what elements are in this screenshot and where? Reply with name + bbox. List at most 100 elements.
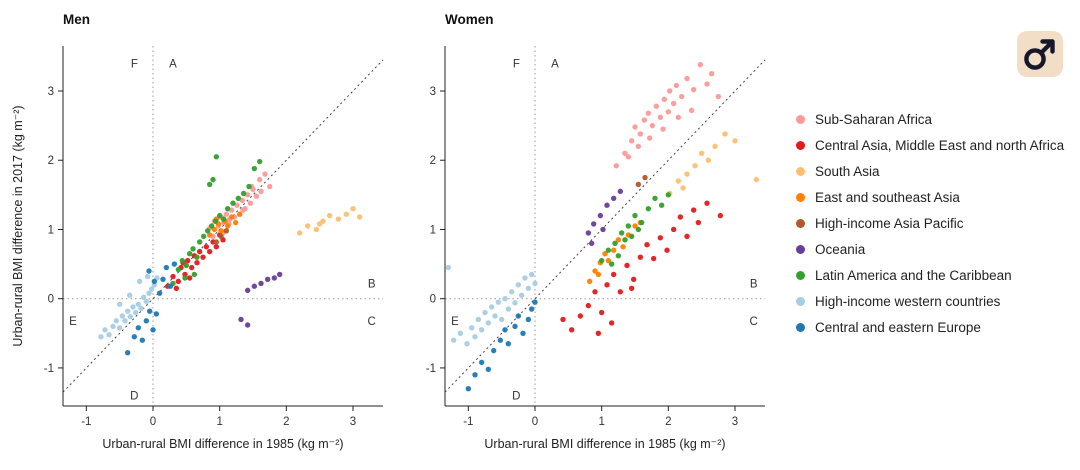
legend-item: High-income western countries [796, 288, 1064, 314]
data-point [465, 385, 472, 392]
data-point [228, 214, 235, 220]
data-point [220, 216, 227, 222]
data-point [684, 75, 690, 82]
x-tick-label: -1 [81, 416, 91, 428]
legend-label: Sub-Saharan Africa [815, 111, 933, 127]
data-point [140, 294, 147, 301]
data-point [478, 359, 485, 366]
quadrant-label-e: E [69, 316, 77, 328]
male-gender-icon-button[interactable] [1016, 30, 1064, 78]
y-tick-label: 0 [430, 294, 436, 306]
data-point [617, 188, 624, 195]
data-point [512, 323, 518, 330]
data-point [495, 299, 502, 305]
legend-item: High-income Asia Pacific [796, 210, 1064, 236]
data-point [605, 247, 612, 253]
data-point [665, 192, 672, 198]
data-point [175, 266, 182, 273]
data-point [194, 254, 200, 260]
data-point [678, 93, 685, 100]
data-point [216, 212, 223, 219]
legend-label: High-income western countries [815, 293, 1001, 309]
data-point [677, 214, 684, 220]
male-symbol-icon [1017, 31, 1063, 77]
data-point [213, 239, 220, 245]
data-point [184, 257, 191, 264]
data-point [705, 157, 712, 163]
data-point [116, 325, 123, 331]
data-point [196, 248, 203, 255]
legend-dot-icon [796, 140, 805, 150]
data-point [210, 176, 216, 183]
data-point [206, 248, 213, 255]
x-tick-label: -1 [463, 416, 473, 428]
data-point [520, 330, 526, 337]
quadrant-label-f: F [513, 58, 520, 70]
data-point [457, 330, 464, 337]
data-point [98, 334, 104, 340]
data-point [690, 207, 697, 213]
legend-label: Oceania [815, 241, 866, 257]
data-point [632, 124, 638, 130]
data-point [650, 255, 657, 262]
legend-label: South Asia [815, 163, 880, 179]
y-tick-label: 1 [430, 224, 436, 236]
x-axis-label: Urban-rural BMI difference in 1985 (kg m… [102, 437, 343, 451]
data-point [598, 309, 605, 316]
data-point [316, 221, 323, 227]
data-point [218, 233, 224, 240]
data-point [213, 244, 220, 250]
data-point [522, 275, 528, 281]
data-point [642, 174, 648, 181]
data-point [234, 202, 240, 208]
data-point [183, 262, 190, 269]
data-point [637, 131, 644, 137]
data-point [116, 301, 123, 307]
x-tick-label: 0 [150, 416, 156, 428]
data-point [613, 163, 620, 169]
data-point [612, 240, 618, 247]
data-point [146, 268, 152, 274]
data-point [240, 190, 247, 197]
data-point [622, 150, 628, 157]
data-point [697, 61, 704, 68]
data-point [652, 195, 658, 202]
data-point [688, 107, 695, 114]
x-axis-label: Urban-rural BMI difference in 1985 (kg m… [484, 437, 725, 451]
data-point [704, 81, 710, 87]
data-point [658, 202, 665, 208]
data-point [635, 226, 642, 233]
legend-item: Central Asia, Middle East and north Afri… [796, 132, 1064, 158]
data-point [600, 226, 606, 233]
legend-dot-icon [796, 192, 805, 202]
data-point [653, 103, 660, 109]
data-point [532, 280, 538, 287]
quadrant-label-d: D [512, 391, 520, 403]
legend-label: High-income Asia Pacific [815, 215, 964, 231]
data-point [206, 181, 213, 188]
data-point [156, 290, 163, 296]
data-point [468, 325, 475, 331]
data-point [630, 276, 637, 283]
data-point [130, 304, 136, 310]
data-point [670, 226, 677, 233]
data-point [498, 316, 505, 323]
data-point [127, 313, 134, 320]
data-point [588, 240, 595, 247]
data-point [670, 100, 677, 107]
data-point [568, 327, 575, 333]
data-point [666, 88, 673, 94]
data-point [525, 316, 532, 323]
panel-title: Men [63, 12, 90, 27]
y-tick-label: -1 [426, 363, 436, 375]
data-point [171, 261, 178, 267]
data-point [175, 278, 182, 285]
data-point [206, 232, 213, 238]
data-point [475, 316, 482, 323]
data-point [608, 261, 615, 267]
quadrant-label-a: A [551, 58, 559, 70]
y-tick-label: 1 [48, 224, 54, 236]
data-point [186, 250, 193, 257]
data-point [598, 257, 605, 264]
